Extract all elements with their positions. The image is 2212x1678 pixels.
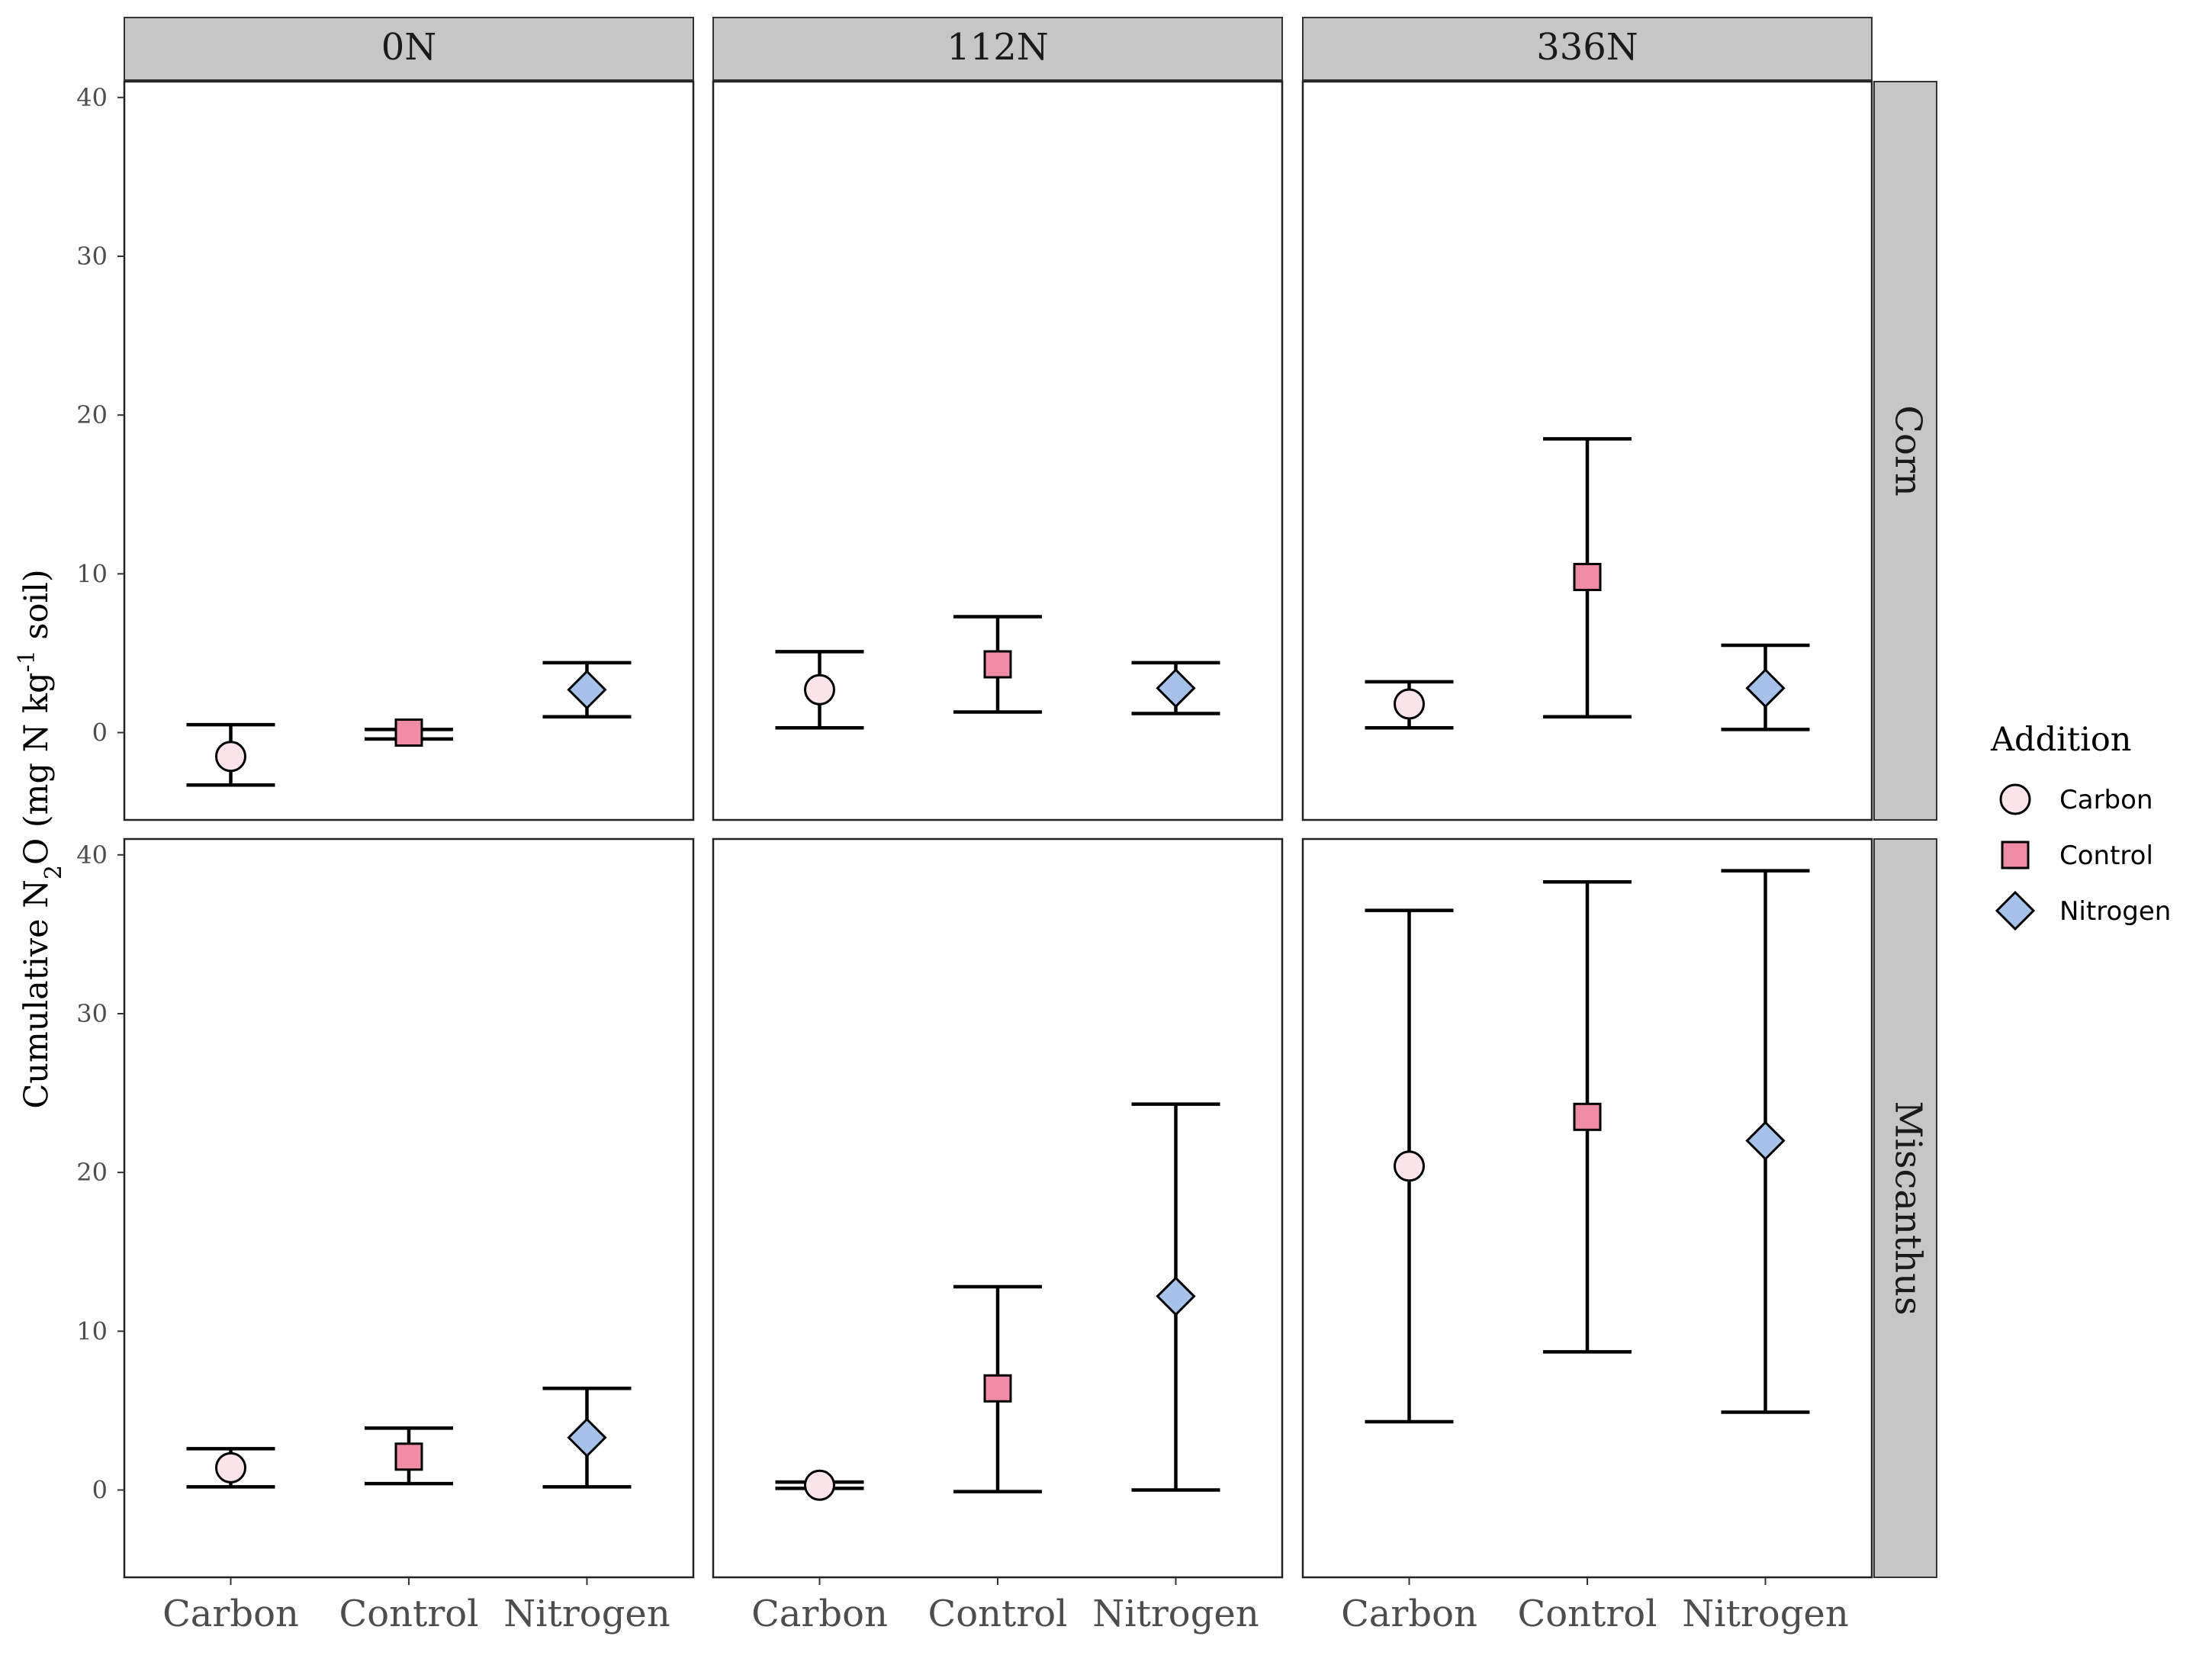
panel-miscanthus-112n: [712, 837, 1284, 1579]
point-control: [1573, 562, 1602, 591]
x-tick-label: Control: [339, 1593, 478, 1635]
x-axis-336n: Carbon Control Nitrogen: [1341, 1577, 1849, 1635]
y-tick-label: 30: [76, 999, 108, 1028]
panel-border: [123, 80, 695, 821]
panel-corn-336n: [1301, 80, 1873, 821]
legend-label: Control: [2059, 841, 2153, 871]
x-axis-0n: Carbon Control Nitrogen: [162, 1577, 670, 1635]
strip-label: 0N: [381, 26, 437, 69]
y-axis-title: Cumulative N2O (mg N kg-1 soil): [14, 569, 67, 1108]
point-nitrogen: [1745, 668, 1786, 709]
y-axis-corn: 0 10 20 30 40: [76, 83, 124, 747]
point-nitrogen: [1745, 1120, 1786, 1161]
point-carbon: [1394, 688, 1426, 720]
point-control: [394, 718, 423, 747]
point-control: [1573, 1102, 1602, 1131]
point-carbon: [215, 1451, 247, 1484]
strip-corn: Corn: [1873, 81, 1937, 821]
y-tick-label: 0: [92, 1476, 108, 1505]
point-control: [983, 1374, 1012, 1403]
point-carbon: [1394, 1150, 1426, 1182]
x-tick-label: Control: [1517, 1593, 1657, 1635]
point-carbon: [804, 673, 836, 706]
legend-item-control: Control: [2001, 841, 2153, 871]
y-tick-label: 20: [76, 1158, 108, 1187]
x-tick-label: Nitrogen: [503, 1593, 670, 1635]
legend-item-nitrogen: Nitrogen: [1995, 890, 2171, 931]
strip-336n: 336N: [1302, 17, 1873, 81]
point-nitrogen: [1156, 1276, 1196, 1316]
point-nitrogen: [567, 1417, 607, 1458]
y-tick-label: 40: [76, 841, 108, 870]
legend-title: Addition: [1990, 721, 2131, 759]
legend: Addition Carbon Control Nitrogen: [1990, 721, 2171, 931]
point-nitrogen: [567, 670, 607, 710]
strip-0n: 0N: [124, 17, 694, 81]
strip-label: Corn: [1887, 405, 1930, 496]
y-axis-miscanthus: 0 10 20 30 40: [76, 841, 124, 1505]
panels: 0N 112N 336N Corn Miscanthus 0 10 20 30 40 0 10 20 30…: [76, 17, 1937, 1635]
legend-item-carbon: Carbon: [1999, 783, 2153, 815]
x-tick-label: Carbon: [162, 1593, 299, 1635]
x-axis-112n: Carbon Control Nitrogen: [751, 1577, 1259, 1635]
legend-key-nitrogen: [1995, 890, 2036, 931]
panel-corn-0n: [123, 80, 695, 821]
legend-label: Nitrogen: [2059, 896, 2171, 927]
y-tick-label: 40: [76, 83, 108, 112]
point-carbon: [804, 1469, 836, 1501]
x-tick-label: Nitrogen: [1092, 1593, 1259, 1635]
strip-miscanthus: Miscanthus: [1873, 838, 1937, 1578]
legend-key-carbon: [1999, 783, 2031, 815]
point-control: [983, 650, 1012, 679]
panel-corn-112n: [712, 80, 1284, 821]
point-control: [394, 1442, 423, 1471]
y-tick-label: 20: [76, 400, 108, 429]
strip-label: 112N: [947, 26, 1049, 69]
x-tick-label: Nitrogen: [1682, 1593, 1849, 1635]
legend-label: Carbon: [2059, 785, 2153, 815]
x-tick-label: Control: [928, 1593, 1067, 1635]
y-tick-label: 10: [76, 1316, 108, 1345]
x-tick-label: Carbon: [1341, 1593, 1477, 1635]
panel-miscanthus-336n: [1301, 837, 1873, 1579]
point-carbon: [215, 741, 247, 773]
panel-miscanthus-0n: [123, 837, 695, 1579]
x-tick-label: Carbon: [751, 1593, 888, 1635]
legend-key-control: [2001, 841, 2030, 870]
y-tick-label: 30: [76, 242, 108, 271]
strip-label: 336N: [1536, 26, 1638, 69]
point-nitrogen: [1156, 668, 1196, 709]
strip-112n: 112N: [712, 17, 1283, 81]
y-tick-label: 0: [92, 718, 108, 747]
strip-label: Miscanthus: [1887, 1101, 1930, 1315]
y-tick-label: 10: [76, 559, 108, 588]
